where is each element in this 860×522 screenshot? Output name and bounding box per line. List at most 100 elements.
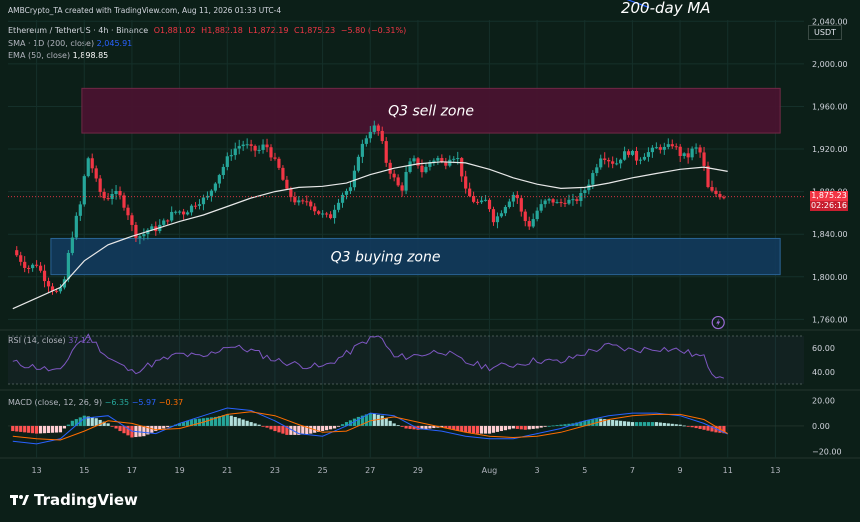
candle xyxy=(237,139,241,155)
macd-histogram-bar xyxy=(317,425,321,432)
candle-body-down xyxy=(468,188,472,197)
candle-body-up xyxy=(547,199,551,201)
macd-histogram-bar xyxy=(253,423,257,426)
macd-legend[interactable]: MACD (close, 12, 26, 9) −6.35 −5.97 −0.3… xyxy=(8,398,183,407)
macd-histogram-bar xyxy=(400,425,404,427)
symbol-ohlc-line[interactable]: Ethereum / TetherUS · 4h · Binance O1,88… xyxy=(8,26,409,35)
candle-body-up xyxy=(110,194,114,199)
candle-body-down xyxy=(559,202,563,204)
candle xyxy=(142,228,146,241)
candle-body-down xyxy=(277,158,281,168)
macd-histogram-bar xyxy=(285,425,289,435)
currency-badge[interactable]: USDT xyxy=(808,25,842,40)
candle xyxy=(86,156,90,178)
candle xyxy=(678,144,682,162)
candle xyxy=(225,152,229,171)
macd-histogram-bar xyxy=(424,425,428,429)
candle-body-up xyxy=(555,202,559,204)
macd-histogram-bar xyxy=(428,425,432,429)
macd-histogram-bar xyxy=(74,419,78,426)
brand-name: TradingView xyxy=(34,491,138,509)
candle-body-up xyxy=(138,236,142,238)
candle-body-up xyxy=(213,183,217,191)
candle-body-up xyxy=(86,158,90,177)
candle-body-down xyxy=(305,201,309,203)
candle xyxy=(527,216,531,230)
candle-body-down xyxy=(388,162,392,174)
macd-histogram-bar xyxy=(626,421,631,426)
candle xyxy=(547,197,551,204)
rsi-value: 37.12 xyxy=(68,336,92,345)
macd-histogram-bar xyxy=(158,425,162,430)
candle-body-down xyxy=(464,176,468,189)
candle-body-down xyxy=(102,191,106,199)
macd-value-3: −0.37 xyxy=(158,398,184,407)
macd-histogram-bar xyxy=(642,422,647,426)
candle-body-down xyxy=(380,130,384,142)
candle xyxy=(348,181,353,195)
ema-legend[interactable]: EMA (50, close) 1,898.85 xyxy=(8,51,108,60)
macd-line xyxy=(12,407,728,445)
candle-body-up xyxy=(630,150,635,155)
macd-histogram-bar xyxy=(491,425,496,433)
macd-histogram-bar xyxy=(70,420,74,426)
candle-body-down xyxy=(523,211,527,222)
tradingview-brand[interactable]: TradingView xyxy=(10,491,138,509)
candle xyxy=(424,162,428,174)
candle xyxy=(158,219,162,234)
candle-body-up xyxy=(142,234,146,237)
sma-value: 2,045.91 xyxy=(96,39,133,48)
candle-body-down xyxy=(376,125,380,131)
candle xyxy=(213,182,217,193)
candle xyxy=(138,234,142,245)
macd-histogram-bar xyxy=(531,425,535,429)
candle-body-down xyxy=(181,211,186,215)
macd-histogram-bar xyxy=(261,425,265,427)
macd-histogram-bar xyxy=(682,425,686,427)
candle xyxy=(464,170,468,194)
candle-body-down xyxy=(527,221,531,227)
candle xyxy=(94,165,98,182)
ohlc-low: L1,872.19 xyxy=(248,26,289,35)
candle-body-down xyxy=(487,199,492,210)
candle xyxy=(444,157,448,170)
candle xyxy=(74,212,78,240)
candle xyxy=(714,187,718,198)
macd-histogram-bar xyxy=(539,425,543,428)
macd-histogram-bar xyxy=(110,425,114,427)
macd-histogram-bar xyxy=(90,417,94,426)
candle-body-up xyxy=(348,187,353,191)
candle xyxy=(400,182,404,197)
candle-body-down xyxy=(611,161,615,164)
candle xyxy=(638,157,643,165)
candle-body-down xyxy=(475,201,480,203)
macd-histogram-bar xyxy=(392,423,396,426)
candle-body-up xyxy=(245,144,249,146)
rsi-legend[interactable]: RSI (14, close) 37.12 xyxy=(8,336,91,345)
macd-histogram-bar xyxy=(50,425,55,433)
candle xyxy=(376,123,380,136)
ohlc-open: O1,881.02 xyxy=(153,26,196,35)
macd-histogram-bar xyxy=(217,416,221,426)
candle-body-down xyxy=(420,165,424,173)
candle-body-down xyxy=(392,173,396,178)
candle xyxy=(162,218,166,227)
candle-body-down xyxy=(706,165,710,188)
macd-histogram-bar xyxy=(269,425,273,430)
candle xyxy=(31,263,35,272)
candle xyxy=(46,277,51,293)
sma-legend[interactable]: SMA · 1D (200, close) 2,045.91 xyxy=(8,39,132,48)
macd-histogram-bar xyxy=(166,425,170,428)
price-axis-tick-label: 1,800.00 xyxy=(812,273,848,282)
candle-body-up xyxy=(297,200,301,203)
candle-body-up xyxy=(74,215,78,238)
candle xyxy=(241,140,245,151)
symbol-title[interactable]: Ethereum / TetherUS · 4h · Binance xyxy=(8,26,149,35)
macd-value-1: −6.35 xyxy=(104,398,130,407)
candle xyxy=(555,199,559,204)
macd-histogram-bar xyxy=(416,425,420,430)
rsi-line xyxy=(12,333,725,379)
macd-histogram-bar xyxy=(555,425,559,426)
candle-body-down xyxy=(317,211,321,214)
